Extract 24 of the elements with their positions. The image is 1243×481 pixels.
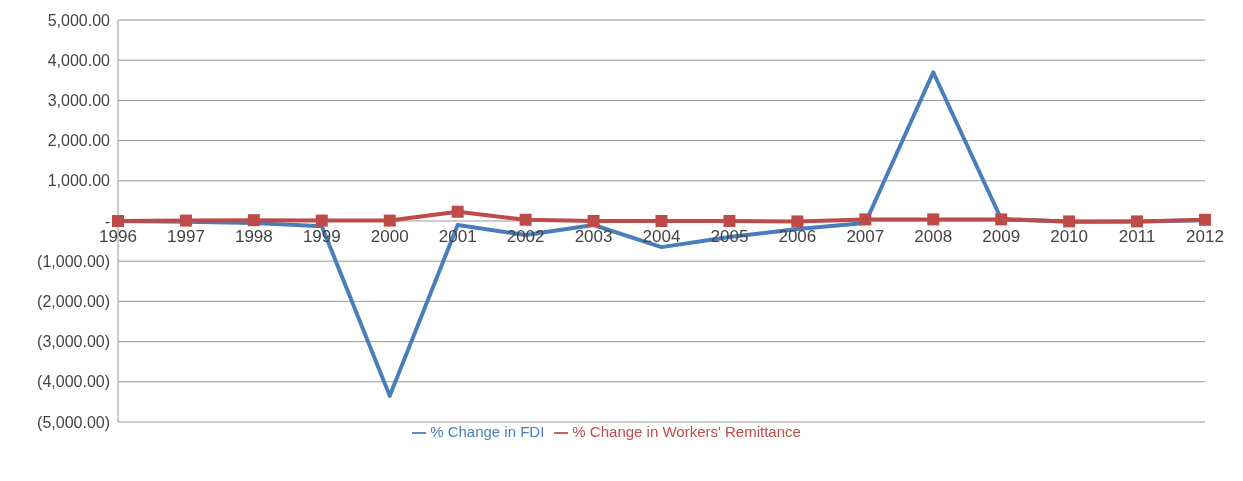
x-tick-label: 2009 bbox=[982, 226, 1021, 246]
y-tick-label: 4,000.00 bbox=[47, 51, 111, 69]
x-tick-label: 2008 bbox=[914, 226, 953, 246]
y-tick-label: 5,000.00 bbox=[47, 11, 111, 29]
x-tick-label: 2010 bbox=[1050, 226, 1089, 246]
y-tick-label: 3,000.00 bbox=[47, 92, 111, 110]
x-tick-label: 2004 bbox=[642, 226, 681, 246]
y-tick-label: 1,000.00 bbox=[47, 172, 111, 190]
y-tick-label: (5,000.00) bbox=[37, 413, 110, 431]
x-tick-label: 1998 bbox=[234, 226, 273, 246]
y-tick-label: (1,000.00) bbox=[37, 252, 110, 270]
legend-label: % Change in FDI bbox=[430, 423, 545, 440]
y-tick-label: (4,000.00) bbox=[37, 373, 110, 391]
y-tick-label: 2,000.00 bbox=[47, 132, 111, 150]
x-tick-label: 2007 bbox=[846, 226, 885, 246]
y-tick-label: (3,000.00) bbox=[37, 333, 110, 351]
x-tick-label: 1997 bbox=[167, 226, 205, 246]
x-tick-label: 2000 bbox=[370, 226, 409, 246]
x-tick-label: 2003 bbox=[574, 226, 613, 246]
x-tick-label: 2011 bbox=[1118, 226, 1156, 246]
x-tick-label: 2012 bbox=[1186, 226, 1224, 246]
y-tick-label: (2,000.00) bbox=[37, 293, 110, 311]
legend-label: % Change in Workers' Remittance bbox=[572, 423, 801, 440]
x-tick-label: 2006 bbox=[778, 226, 817, 246]
